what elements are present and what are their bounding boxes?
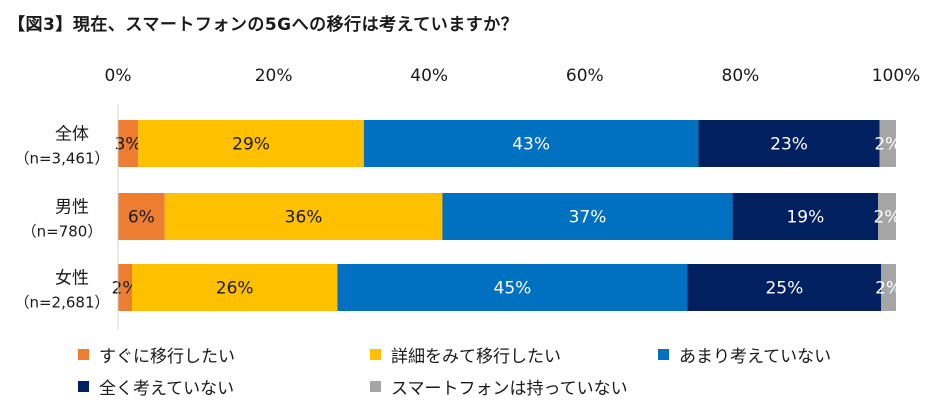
x-tick-label: 40% [410, 66, 448, 86]
data-label: 19% [786, 208, 824, 228]
data-label: 45% [494, 279, 532, 299]
x-tick-label: 20% [255, 66, 293, 86]
category-label: 男性 [55, 198, 89, 218]
bar-segment [442, 193, 733, 240]
data-label: 2% [874, 208, 901, 228]
bar-segment [118, 120, 139, 167]
data-label: 2% [874, 135, 901, 155]
data-label: 37% [569, 208, 607, 228]
x-tick-label: 100% [872, 66, 921, 86]
bar-segment [337, 264, 688, 311]
category-sublabel: （n=2,681） [14, 294, 109, 312]
bar-segment [698, 120, 880, 167]
bar-segment [881, 264, 896, 311]
bar-segment [687, 264, 882, 311]
data-label: 43% [512, 135, 550, 155]
bar-segment [138, 120, 364, 167]
bar-segment [879, 120, 896, 167]
data-label: 29% [232, 135, 270, 155]
x-tick-label: 80% [722, 66, 760, 86]
data-label: 36% [285, 208, 323, 228]
category-sublabel: （n=780） [22, 223, 103, 241]
chart-title: 【図3】現在、スマートフォンの5Gへの移行は考えていますか？ [8, 15, 519, 35]
data-label: 2% [875, 279, 902, 299]
bar-segment [363, 120, 699, 167]
data-label: 25% [765, 279, 803, 299]
bar-segment [118, 193, 165, 240]
bar-segment [118, 264, 133, 311]
data-label: 23% [770, 135, 808, 155]
category-sublabel: （n=3,461） [14, 150, 109, 168]
bar-segment [164, 193, 443, 240]
data-label: 26% [216, 279, 254, 299]
category-label: 全体 [55, 125, 89, 145]
data-label: 6% [128, 208, 155, 228]
bar-segment [132, 264, 338, 311]
category-label: 女性 [55, 269, 89, 289]
bar-segment [878, 193, 896, 240]
x-tick-label: 0% [105, 66, 132, 86]
data-label: 3% [115, 135, 142, 155]
x-tick-label: 60% [566, 66, 604, 86]
bar-segment [732, 193, 879, 240]
